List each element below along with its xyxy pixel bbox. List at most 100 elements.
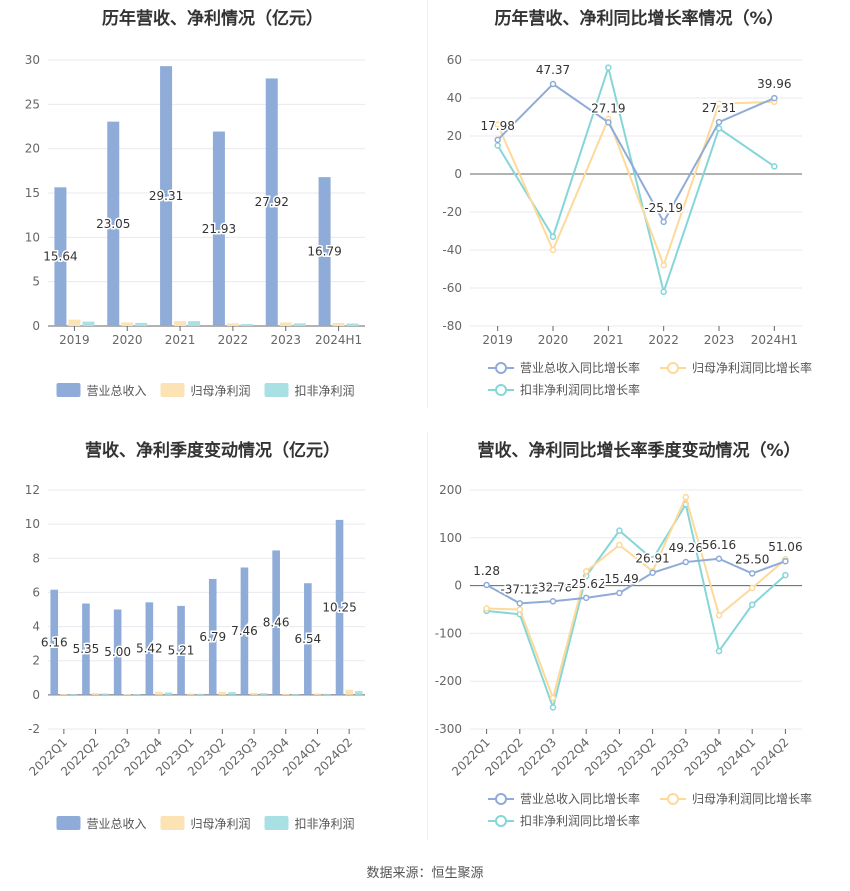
legend-marker — [495, 384, 507, 396]
y-tick-label: 30 — [25, 53, 40, 67]
chart-title: 营收、净利季度变动情况（亿元） — [85, 441, 340, 461]
legend-swatch — [160, 383, 185, 397]
data-label: -25.19 — [644, 201, 683, 215]
chart-svg: -2 0 2 4 6 8 10 12 6.16 5.35 5.00 5.42 5.21 6.79 7.46 8… — [25, 483, 365, 831]
bar-net-profit — [60, 694, 68, 695]
panel-divider — [427, 0, 428, 408]
bar-revenue — [208, 578, 217, 695]
series-line — [496, 82, 775, 224]
y-tick-label: -80 — [442, 319, 462, 333]
bar-net-profit — [250, 692, 258, 695]
bar-deducted-profit — [69, 694, 78, 695]
data-point — [715, 118, 723, 126]
chart-quarterly-revenue-profit: 营收、净利季度变动情况（亿元） -2 0 2 4 6 8 10 12 6.16 5.35 5.00 5… — [0, 432, 425, 842]
data-point — [682, 493, 690, 501]
data-label: 7.46 — [231, 624, 258, 638]
bar-net-profit — [91, 693, 100, 695]
chart-svg: 0 5 10 15 20 25 30 15.64 23.05 29.31 21.93 27.92 16.… — [25, 53, 365, 398]
legend-label: 归母净利润 — [191, 384, 251, 398]
series-line — [496, 63, 775, 296]
chart-quarterly-growth-rate: 营收、净利同比增长率季度变动情况（%） -300 -200 -100 0 100 200 1… — [428, 432, 850, 842]
bar-deducted-profit — [293, 323, 306, 326]
bar-net-profit — [281, 694, 290, 695]
y-tick-label: 6 — [32, 585, 40, 599]
data-label: 17.98 — [480, 119, 514, 133]
bar-net-profit — [226, 323, 239, 326]
legend-marker — [667, 793, 679, 805]
data-point — [649, 569, 656, 576]
data-point — [483, 605, 490, 612]
bar-deducted-profit — [259, 693, 268, 695]
x-tick-label: 2019 — [482, 333, 513, 347]
legend-label: 扣非净利润 — [295, 384, 355, 398]
legend-label: 营业总收入同比增长率 — [520, 791, 640, 806]
data-label: 21.93 — [202, 222, 236, 236]
y-tick-label: -60 — [442, 281, 462, 295]
chart-title: 历年营收、净利同比增长率情况（%） — [494, 9, 784, 29]
bar-revenue — [212, 131, 225, 326]
data-point — [549, 246, 557, 254]
chart-svg: -300 -200 -100 0 100 200 1.28-37.12-32.78-25.6… — [435, 483, 812, 828]
bar-revenue — [113, 609, 122, 695]
data-label: 10.25 — [322, 600, 356, 614]
bar-net-profit — [123, 694, 132, 696]
data-point — [494, 136, 501, 144]
data-point — [516, 600, 524, 607]
legend-label: 扣非净利润同比增长率 — [520, 813, 640, 828]
bar-revenue — [54, 187, 67, 326]
legend-marker — [495, 362, 507, 374]
bar-deducted-profit — [240, 324, 253, 326]
legend-label: 归母净利润 — [191, 817, 251, 831]
bar-revenue — [335, 519, 344, 695]
data-label: 47.37 — [536, 63, 570, 77]
data-point — [582, 568, 590, 575]
data-label: 5.21 — [168, 643, 195, 657]
data-label: 8.46 — [263, 616, 290, 630]
data-point — [682, 558, 690, 566]
bar-net-profit — [332, 322, 345, 326]
data-point — [715, 647, 723, 655]
data-label: 23.05 — [96, 217, 130, 231]
data-label: 5.35 — [73, 642, 100, 656]
bar-revenue — [304, 583, 312, 695]
y-tick-label: -2 — [28, 722, 40, 736]
legend-label: 扣非净利润 — [295, 817, 355, 831]
bar-net-profit — [313, 693, 322, 695]
bar-revenue — [177, 605, 185, 695]
y-tick-label: 0 — [454, 579, 462, 593]
y-tick-label: 12 — [25, 483, 40, 497]
data-point — [660, 288, 667, 296]
bar-deducted-profit — [133, 694, 141, 695]
y-tick-label: 20 — [447, 129, 462, 143]
bar-net-profit — [279, 322, 292, 326]
y-tick-label: 10 — [25, 517, 40, 531]
bar-net-profit — [68, 319, 81, 326]
bar-net-profit — [174, 321, 187, 326]
data-label: 51.06 — [768, 540, 802, 554]
data-label: 39.96 — [757, 77, 791, 91]
data-label: 5.42 — [136, 642, 163, 656]
bar-deducted-profit — [228, 692, 236, 695]
data-point — [483, 581, 490, 589]
data-point — [616, 589, 623, 597]
y-tick-label: 0 — [32, 688, 40, 702]
data-label: 5.00 — [104, 645, 131, 659]
chart-title: 营收、净利同比增长率季度变动情况（%） — [477, 441, 801, 461]
data-point — [649, 556, 656, 563]
bar-net-profit — [186, 693, 195, 695]
data-point — [616, 527, 623, 534]
bar-deducted-profit — [354, 691, 363, 695]
y-tick-label: 4 — [32, 620, 40, 634]
bar-deducted-profit — [188, 321, 201, 326]
data-point — [748, 601, 756, 608]
legend-label: 营业总收入 — [87, 817, 147, 831]
y-tick-label: 20 — [25, 142, 40, 156]
bar-deducted-profit — [196, 693, 205, 695]
data-point — [715, 611, 723, 619]
y-tick-label: 10 — [25, 230, 40, 244]
bar-revenue — [318, 177, 331, 326]
x-tick-label: 2020 — [538, 333, 569, 347]
bar-revenue — [50, 589, 59, 695]
data-label: 26.91 — [635, 552, 669, 566]
bar-revenue — [240, 567, 249, 695]
